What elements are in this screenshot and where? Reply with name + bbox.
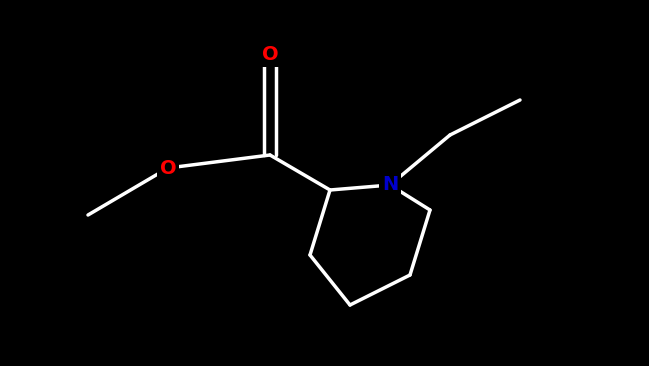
Text: N: N <box>382 176 398 194</box>
Text: O: O <box>262 45 278 64</box>
Text: O: O <box>160 158 177 178</box>
